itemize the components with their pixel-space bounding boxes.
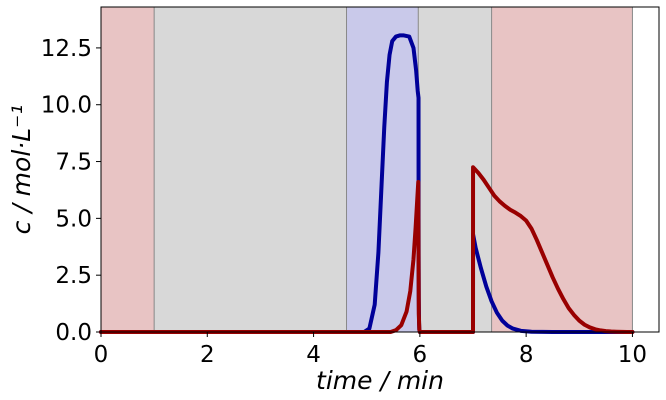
x-tick-label: 0 xyxy=(94,342,109,368)
y-axis-label: c / mol·L⁻¹ xyxy=(7,105,36,235)
x-axis: 0 2 4 6 8 10 xyxy=(94,332,647,368)
y-tick-label: 12.5 xyxy=(41,36,92,62)
y-tick-label: 0.0 xyxy=(55,320,92,346)
series-lines xyxy=(99,33,635,334)
region-0 xyxy=(101,7,155,332)
x-tick-label: 10 xyxy=(618,342,647,368)
region-4 xyxy=(491,7,633,332)
x-tick-label: 6 xyxy=(413,342,428,368)
x-axis-label: time / min xyxy=(316,366,444,395)
shaded-regions xyxy=(101,7,633,332)
region-3 xyxy=(418,7,492,332)
x-tick-label: 2 xyxy=(200,342,215,368)
y-axis: 0.0 2.5 5.0 7.5 10.0 12.5 xyxy=(41,36,101,346)
y-tick-label: 2.5 xyxy=(55,263,92,289)
y-tick-label: 10.0 xyxy=(41,93,92,119)
y-tick-label: 5.0 xyxy=(55,206,92,232)
series-line-1 xyxy=(99,165,635,334)
region-1 xyxy=(154,7,347,332)
x-tick-label: 4 xyxy=(306,342,321,368)
plot-frame xyxy=(100,6,660,333)
y-tick-label: 7.5 xyxy=(55,150,92,176)
x-tick-label: 8 xyxy=(519,342,534,368)
